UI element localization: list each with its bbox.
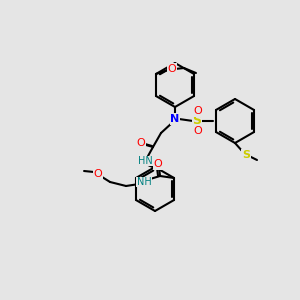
Text: O: O: [94, 169, 102, 179]
Text: O: O: [136, 138, 146, 148]
Text: HN: HN: [138, 156, 152, 166]
Text: NH: NH: [137, 177, 152, 187]
Text: O: O: [154, 159, 162, 169]
Text: S: S: [242, 150, 250, 160]
Text: S: S: [193, 115, 202, 128]
Text: O: O: [194, 126, 202, 136]
Text: N: N: [170, 114, 180, 124]
Text: O: O: [168, 64, 176, 74]
Text: O: O: [194, 106, 202, 116]
